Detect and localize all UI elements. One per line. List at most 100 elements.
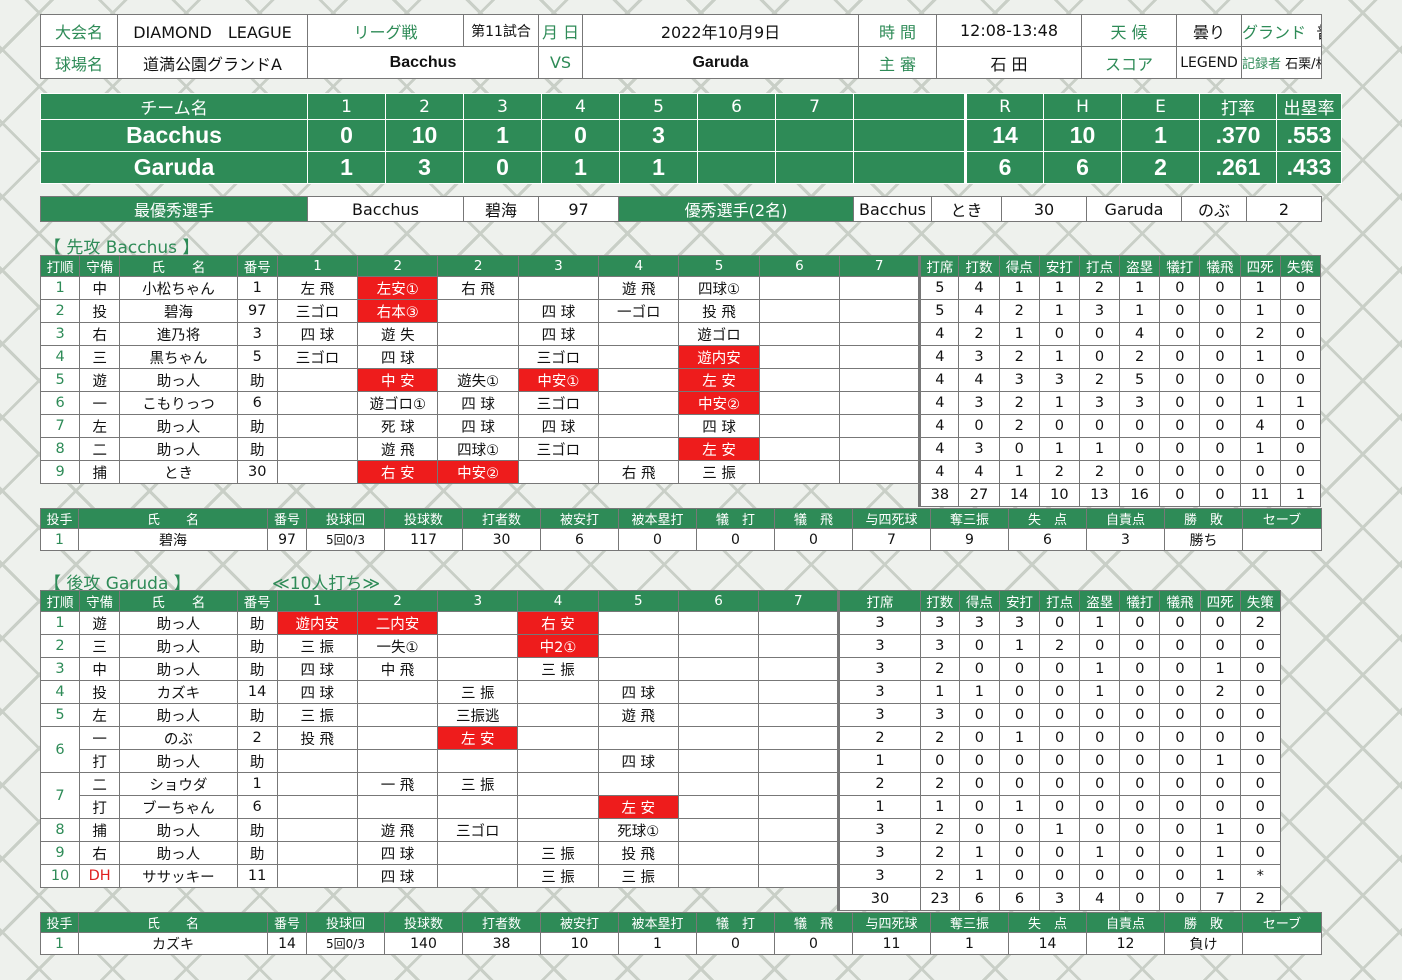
pitching-header: 自責点	[1086, 508, 1165, 529]
linescore-header: 出塁率	[1276, 93, 1342, 120]
batting-stat: 0	[1159, 680, 1201, 704]
batting-total: 6	[998, 887, 1041, 911]
batting-header: 失策	[1279, 255, 1322, 277]
batting-stat: 0	[1239, 657, 1281, 681]
batting-header: 盗塁	[1119, 255, 1161, 277]
batting-stat: 0	[958, 749, 1000, 773]
batting-stat: 4	[958, 276, 1000, 300]
batting-stat: 1	[958, 864, 1000, 888]
batting-stat: 2	[837, 772, 921, 796]
position: 右	[79, 322, 121, 346]
batting-header: 打順	[39, 255, 81, 277]
award-label: 最優秀選手	[40, 196, 308, 222]
at-bat-result: 左 安	[678, 368, 760, 392]
batting-order: 2	[39, 634, 81, 658]
batting-stat: 1	[1079, 841, 1121, 865]
batting-stat: 0	[1119, 634, 1161, 658]
batting-header: 4	[517, 590, 599, 612]
batting-stat: 0	[1078, 345, 1121, 369]
batting-stat: 1	[1079, 657, 1121, 681]
at-bat-result: 中 飛	[356, 657, 439, 681]
batting-stat: 0	[1079, 772, 1121, 796]
time-label: 時 間	[858, 14, 937, 47]
at-bat-result	[437, 299, 519, 323]
batting-stat: 1	[1038, 345, 1080, 369]
batting-stat: 1	[998, 460, 1040, 484]
at-bat-result: 中2①	[517, 634, 599, 658]
pitching-header: 氏 名	[78, 912, 268, 933]
batting-header: 得点	[958, 590, 1000, 612]
at-bat-result: 左 安	[678, 437, 760, 461]
pitching-stat: 14	[267, 932, 307, 955]
batting-stat: 0	[1079, 749, 1121, 773]
batting-stat: 2	[1038, 460, 1080, 484]
at-bat-result: 四 球	[437, 414, 519, 438]
batting-stat: 4	[958, 299, 1000, 323]
away-team-name: Garuda	[582, 46, 859, 79]
batting-stat: 1	[1079, 680, 1121, 704]
tournament-name: DIAMOND LEAGUE	[117, 14, 308, 47]
pitching-stat: 勝ち	[1164, 528, 1243, 551]
batting-order: 5	[39, 703, 81, 727]
at-bat-result	[677, 864, 760, 888]
pitching-stat: 1	[618, 932, 697, 955]
batting-stat: 0	[1239, 818, 1281, 842]
batting-stat: 0	[1159, 299, 1201, 323]
at-bat-result	[356, 726, 439, 750]
game-number: 第11試合	[463, 14, 539, 47]
batting-header: 打点	[1078, 255, 1121, 277]
batting-stat: 3	[958, 437, 1000, 461]
batting-header: 打数	[919, 590, 960, 612]
pitching-header: 番号	[267, 912, 307, 933]
at-bat-result	[276, 749, 358, 773]
pitching-stat: 117	[384, 528, 463, 551]
linescore-header: 2	[385, 93, 464, 120]
at-bat-result: 四 球	[517, 322, 600, 346]
pitching-header: 犠 打	[696, 508, 775, 529]
batting-stat: 0	[1199, 703, 1241, 727]
at-bat-result: 左安①	[357, 276, 439, 300]
batting-stat: 0	[998, 437, 1040, 461]
pitching-header: 犠 打	[696, 912, 775, 933]
batting-total: 0	[1159, 483, 1201, 507]
pitching-stat: 1	[40, 528, 79, 551]
batting-order: 6	[39, 726, 81, 773]
batting-stat: 4	[918, 414, 960, 438]
at-bat-result	[276, 460, 359, 484]
pitching-stat: 10	[540, 932, 619, 955]
linescore-team-name: Garuda	[40, 151, 308, 184]
batting-total: 14	[998, 483, 1040, 507]
batting-stat: 0	[1039, 772, 1081, 796]
batting-stat: 5	[918, 299, 960, 323]
at-bat-result: 中安①	[517, 368, 600, 392]
batting-header: 4	[598, 255, 680, 277]
at-bat-result	[517, 749, 599, 773]
batting-stat: 0	[1119, 414, 1161, 438]
at-bat-result	[437, 795, 519, 819]
batting-header: 安打	[998, 590, 1041, 612]
linescore-value: 0	[463, 151, 542, 184]
batting-total: 1	[1279, 483, 1322, 507]
batting-order: 7	[39, 772, 81, 819]
batting-order: 9	[39, 841, 81, 865]
batting-stat: 0	[958, 795, 1000, 819]
position: 捕	[79, 460, 121, 484]
ground-label: グランド	[1242, 22, 1307, 42]
batting-stat: 0	[1038, 322, 1080, 346]
at-bat-result	[758, 749, 840, 773]
at-bat-result	[276, 437, 359, 461]
at-bat-result: 右本③	[357, 299, 439, 323]
batting-stat: 3	[837, 818, 921, 842]
position: 三	[79, 345, 121, 369]
pitching-stat: 6	[1008, 528, 1087, 551]
batting-stat: 1	[1199, 841, 1241, 865]
batting-stat: 0	[1159, 749, 1201, 773]
at-bat-result	[758, 841, 840, 865]
game-info-table: 大会名 DIAMOND LEAGUE リーグ戦 第11試合 月 日 2022年1…	[40, 14, 1322, 79]
player-name: ササッキー	[119, 864, 238, 888]
batting-stat: 0	[1279, 299, 1322, 323]
at-bat-result: 三 振	[517, 841, 599, 865]
game-time: 12:08-13:48	[936, 14, 1082, 47]
pitching-header: 勝 敗	[1164, 912, 1243, 933]
player-number: 助	[236, 611, 278, 635]
